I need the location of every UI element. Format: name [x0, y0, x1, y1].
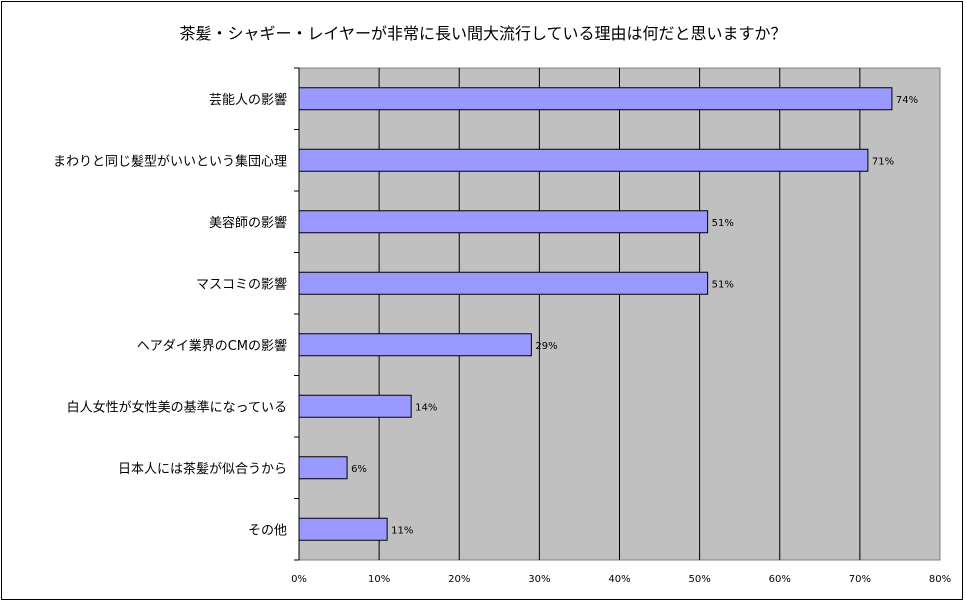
- category-label: まわりと同じ髪型がいいという集団心理: [53, 153, 287, 169]
- x-tick-label: 80%: [929, 574, 951, 585]
- x-tick-label: 30%: [528, 574, 550, 585]
- data-labels: 74% 71% 51% 51% 29% 14% 6% 11%: [351, 95, 918, 537]
- bar: [298, 394, 412, 418]
- data-label: 11%: [391, 525, 413, 536]
- category-label: 芸能人の影響: [209, 92, 287, 108]
- category-label: その他: [248, 523, 287, 538]
- x-tick-label: 20%: [448, 574, 470, 585]
- bar: [298, 87, 893, 111]
- bar: [298, 148, 869, 172]
- bar: [298, 333, 532, 357]
- category-label: 白人女性が女性美の基準になっている: [67, 399, 287, 415]
- bars: [298, 87, 893, 541]
- bar: [298, 456, 348, 480]
- category-label: マスコミの影響: [196, 276, 287, 292]
- data-label: 14%: [415, 402, 437, 413]
- bar: [298, 210, 709, 234]
- x-tick-labels: 0% 10% 20% 30% 40% 50% 60% 70% 80%: [291, 574, 951, 585]
- category-label: 美容師の影響: [209, 215, 287, 231]
- x-tick-label: 50%: [689, 574, 711, 585]
- x-tick-label: 60%: [769, 574, 791, 585]
- data-label: 71%: [872, 156, 894, 167]
- data-label: 6%: [351, 464, 367, 475]
- data-label: 74%: [896, 95, 918, 106]
- bar: [298, 271, 709, 295]
- category-label: 日本人には茶髪が似合うから: [118, 461, 287, 477]
- y-tick-marks: [294, 67, 299, 561]
- x-tick-label: 10%: [368, 574, 390, 585]
- chart-title: 茶髪・シャギー・レイヤーが非常に長い間大流行している理由は何だと思いますか？: [179, 24, 787, 43]
- category-label: ヘアダイ業界のCMの影響: [137, 338, 287, 354]
- x-tick-label: 70%: [849, 574, 871, 585]
- category-labels: 芸能人の影響まわりと同じ髪型がいいという集団心理美容師の影響マスコミの影響ヘアダ…: [53, 92, 287, 539]
- x-tick-label: 0%: [291, 574, 307, 585]
- x-tick-label: 40%: [608, 574, 630, 585]
- data-label: 29%: [535, 341, 557, 352]
- bar: [298, 517, 388, 541]
- data-label: 51%: [712, 218, 734, 229]
- data-label: 51%: [712, 279, 734, 290]
